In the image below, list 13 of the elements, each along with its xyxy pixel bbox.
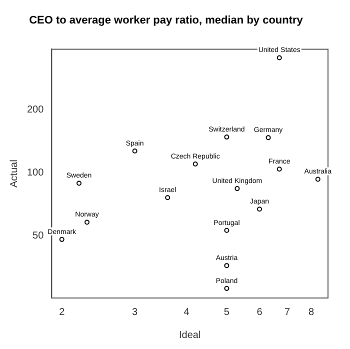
x-tick-label: 5: [224, 306, 230, 318]
x-tick-label: 6: [256, 306, 263, 318]
x-tick-label: 8: [308, 306, 314, 318]
x-tick-label: 3: [132, 306, 138, 318]
x-tick-label: 2: [59, 306, 66, 318]
x-tick-label: 7: [284, 306, 290, 318]
x-axis-title: Ideal: [179, 330, 201, 341]
y-tick-label: 200: [26, 104, 44, 116]
y-tick-label: 50: [32, 230, 44, 242]
chart-title: CEO to average worker pay ratio, median by country: [29, 14, 304, 27]
y-tick-label: 100: [26, 167, 44, 178]
x-tick-label: 4: [184, 306, 190, 318]
y-axis-title: Actual: [8, 160, 20, 188]
